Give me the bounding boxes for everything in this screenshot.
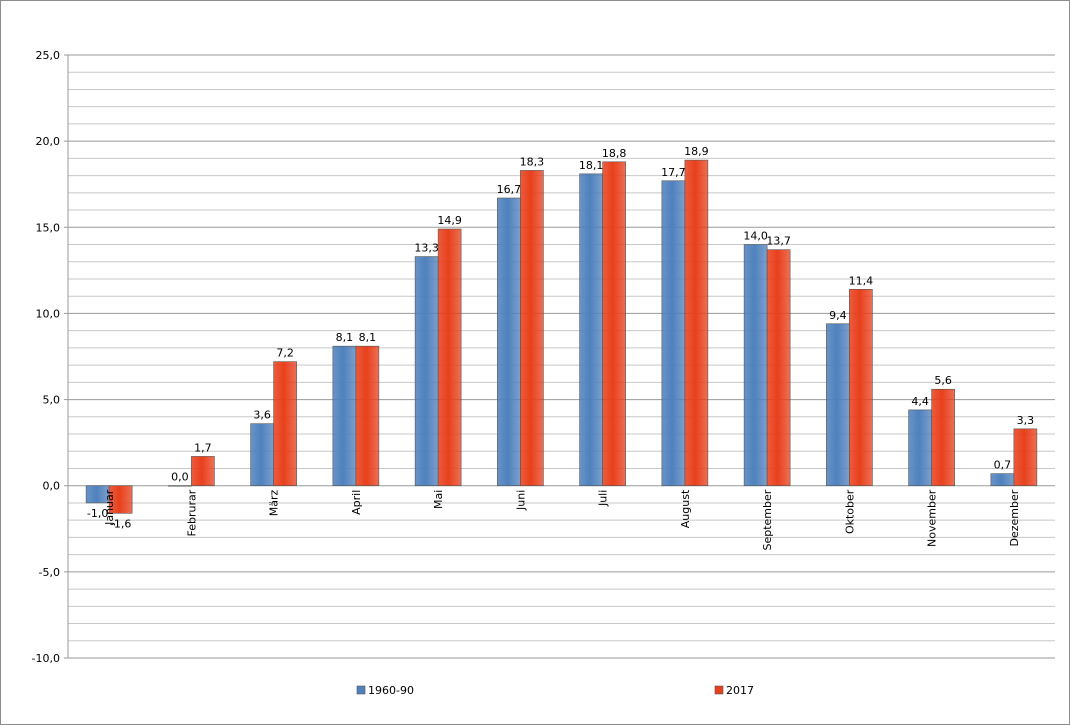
bar-2017-September [766,249,791,487]
data-label: 13,7 [766,235,791,248]
bar-2017-Mai [437,228,462,487]
y-tick-label: 5,0 [43,394,61,407]
bar-2017-Januar [108,485,133,514]
data-label: 4,4 [911,395,929,408]
category-label: November [926,489,939,547]
data-label: 18,1 [579,159,604,172]
bar-1960-90-September [743,244,768,487]
data-labels: -1,0-1,6 0,0 1,7 3,6 7,2 8,1 8,1 13,3 14,9 16,7 18… [87,145,1034,530]
grid-lines [67,54,1055,659]
y-tick-label: -5,0 [39,566,60,579]
category-label: Dezember [1008,489,1021,546]
y-tick-label: 20,0 [36,135,61,148]
data-label: 8,1 [359,331,377,344]
bar-1960-90-Juni [497,197,521,487]
legend-label: 1960-90 [368,684,414,697]
data-label: 17,7 [661,166,686,179]
bar-1960-90-Dezember [990,473,1015,487]
bar-2017-Dezember [1013,428,1038,487]
data-label: 3,6 [253,409,271,422]
data-label: 18,9 [684,145,709,158]
bar-1960-90-Juli [579,173,603,487]
data-label: 14,0 [743,230,768,243]
y-tick-label: 25,0 [36,49,61,62]
y-tick-label: -10,0 [32,652,60,665]
bar-2017-März [273,361,297,487]
bar-2017-Juni [520,170,544,487]
bar-2017-August [684,159,709,487]
category-label: August [679,489,692,528]
data-label: 8,1 [336,331,354,344]
data-label: -1,6 [110,517,131,530]
bar-1960-90-März [250,423,274,487]
category-label: Mai [432,490,445,509]
category-label: Januar [103,489,116,526]
data-label: 9,4 [829,309,847,322]
category-label: April [350,490,363,515]
bar-1960-90-November [908,409,932,487]
bar-2017-April [355,345,380,487]
y-tick-label: 0,0 [43,480,61,493]
category-label: September [761,489,774,550]
data-label: 18,8 [602,147,627,160]
category-label: Oktober [843,489,856,534]
bar-1960-90-Mai [414,256,439,487]
bar-2017-Oktober [849,289,873,487]
bar-1960-90-April [332,345,357,487]
data-label: 3,3 [1017,414,1035,427]
data-label: 16,7 [497,183,522,196]
y-tick-label: 15,0 [36,221,61,234]
bars [85,159,1038,514]
data-label: 11,4 [849,274,874,287]
data-label: 14,9 [437,214,462,227]
legend-swatch [356,685,366,695]
bar-1960-90-Oktober [826,323,850,487]
bar-1960-90-Februrar [168,485,192,487]
data-label: 0,7 [994,459,1012,472]
category-label: März [268,489,281,516]
bar-2017-November [931,388,955,487]
data-label: 18,3 [520,155,545,168]
data-label: 13,3 [414,242,439,255]
data-label: 5,6 [934,374,952,387]
category-label: Juli [597,490,610,507]
bar-2017-Februrar [191,456,215,487]
data-label: -1,0 [87,507,108,520]
category-label: Februrar [185,489,198,536]
data-label: 1,7 [194,441,212,454]
y-axis-ticks: -10,0 -5,0 0,0 5,0 10,0 15,0 20,0 25,0 [32,49,68,665]
category-label: Juni [514,490,527,511]
legend: 1960-90 2017 [356,684,754,697]
y-tick-label: 10,0 [36,307,61,320]
data-label: 0,0 [171,471,189,484]
data-label: 7,2 [276,347,294,360]
legend-label: 2017 [726,684,754,697]
legend-swatch [714,685,724,695]
bar-1960-90-August [661,180,686,487]
x-axis-categories: Januar Februrar März April Mai Juni Juli August… [103,489,1021,550]
bar-2017-Juli [602,161,626,487]
